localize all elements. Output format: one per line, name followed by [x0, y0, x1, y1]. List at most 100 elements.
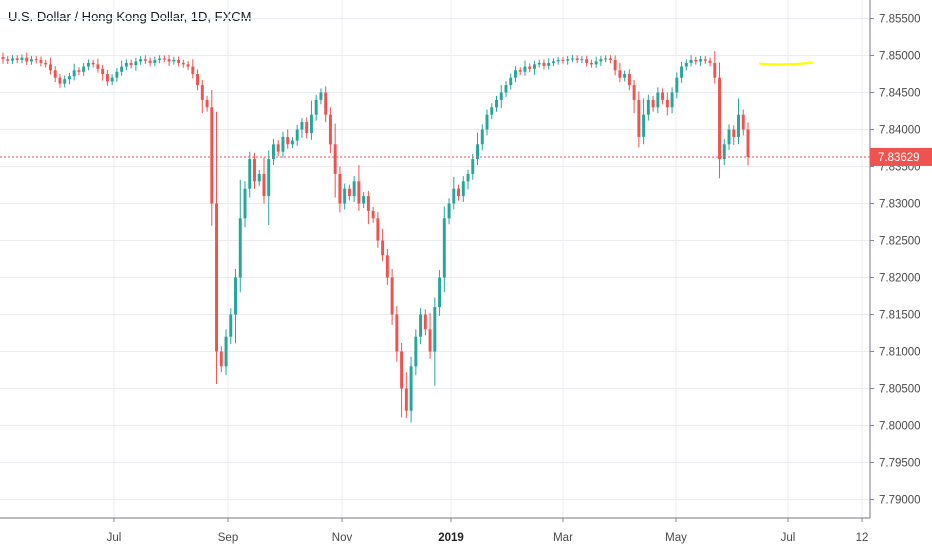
- candle-body: [295, 129, 299, 141]
- chart-title: U.S. Dollar / Hong Kong Dollar, 1D, FXCM: [8, 9, 252, 24]
- candle-body: [186, 64, 190, 67]
- annotation-line: [758, 61, 814, 66]
- candle-body: [309, 114, 313, 134]
- candle-body: [215, 203, 219, 352]
- x-tick-label: 2019: [438, 532, 464, 544]
- candle-body: [366, 196, 370, 211]
- candle-body: [518, 70, 522, 72]
- candle-body: [53, 70, 57, 78]
- y-tick-label: 7.82500: [879, 236, 921, 248]
- candle-body: [570, 58, 574, 60]
- candle-body: [276, 144, 280, 152]
- candle-body: [376, 218, 380, 241]
- y-tick-label: 7.81500: [879, 310, 921, 322]
- candle-body: [623, 74, 627, 78]
- candle-body: [665, 99, 669, 108]
- candle-body: [542, 62, 546, 66]
- candle-body: [599, 59, 603, 62]
- candle-body: [618, 70, 622, 78]
- candle-body: [177, 59, 181, 63]
- candle-body: [167, 59, 171, 62]
- y-tick-label: 7.82000: [879, 273, 921, 285]
- candle-body: [48, 64, 52, 71]
- x-tick-label: Nov: [332, 532, 353, 544]
- candle-body: [101, 68, 105, 74]
- candle-body: [248, 159, 252, 189]
- y-tick-label: 7.83000: [879, 199, 921, 211]
- candle-body: [604, 58, 608, 60]
- candle-body: [680, 66, 684, 78]
- candle-body: [547, 62, 551, 66]
- candle-body: [651, 99, 655, 108]
- candle-body: [495, 99, 498, 108]
- candle-body: [718, 77, 721, 160]
- candle-body: [238, 218, 242, 278]
- candle-body: [585, 59, 589, 63]
- candle-body: [134, 61, 138, 66]
- candle-body: [162, 58, 166, 60]
- candle-body: [703, 59, 707, 61]
- candle-body: [257, 173, 261, 182]
- candle-body: [229, 314, 233, 337]
- candle-body: [499, 92, 503, 100]
- candle-body: [39, 59, 43, 63]
- annotation-line: [758, 61, 814, 66]
- y-tick-label: 7.79500: [879, 458, 921, 470]
- candle-body: [91, 62, 95, 65]
- y-tick-label: 7.79000: [879, 495, 921, 507]
- x-tick-label: Jul: [107, 532, 122, 544]
- candle-body: [580, 59, 584, 61]
- candle-body: [234, 277, 237, 315]
- x-tick-label: May: [665, 532, 687, 544]
- candle-body: [328, 114, 332, 145]
- y-tick-label: 7.84500: [879, 88, 921, 100]
- candle-body: [272, 144, 275, 160]
- candle-body: [1, 56, 5, 60]
- candle-body: [670, 92, 674, 108]
- candle-body: [471, 159, 475, 174]
- candle-body: [25, 57, 29, 62]
- y-tick-label: 7.80500: [879, 384, 921, 396]
- candle-body: [77, 70, 81, 72]
- candle-body: [124, 62, 128, 67]
- candle-body: [20, 57, 24, 60]
- candle-body: [338, 173, 342, 204]
- candle-body: [732, 129, 736, 137]
- candle-body: [371, 210, 375, 219]
- candle-body: [447, 203, 451, 219]
- candle-body: [34, 59, 38, 61]
- candle-body: [409, 366, 413, 411]
- candle-body: [385, 255, 389, 278]
- x-tick-label: Jul: [781, 532, 796, 544]
- candle-body: [504, 85, 508, 93]
- candle-body: [589, 62, 593, 65]
- candle-body: [523, 66, 527, 72]
- candle-body: [575, 58, 579, 60]
- candle-body: [86, 62, 90, 67]
- candle-body: [414, 336, 418, 367]
- candle-body: [561, 59, 565, 61]
- candle-body: [210, 107, 214, 204]
- candle-body: [286, 136, 290, 145]
- candle-body: [594, 61, 598, 65]
- candle-body: [694, 59, 698, 62]
- y-tick-label: 7.81000: [879, 347, 921, 359]
- candle-body: [333, 144, 337, 174]
- candle-body: [347, 188, 351, 197]
- candle-body: [675, 77, 679, 93]
- current-price-tag: [870, 147, 932, 166]
- candle-body: [58, 77, 62, 84]
- candle-body: [708, 60, 712, 63]
- candle-body: [96, 64, 100, 69]
- x-tick-label: 12: [856, 532, 869, 544]
- candle-body: [528, 66, 532, 69]
- candle-body: [395, 314, 399, 352]
- x-tick-label: Sep: [218, 532, 238, 544]
- candle-body: [290, 140, 294, 145]
- candle-body: [390, 277, 394, 315]
- candle-body: [200, 85, 204, 100]
- candles: [1, 51, 750, 423]
- candle-body: [632, 85, 636, 100]
